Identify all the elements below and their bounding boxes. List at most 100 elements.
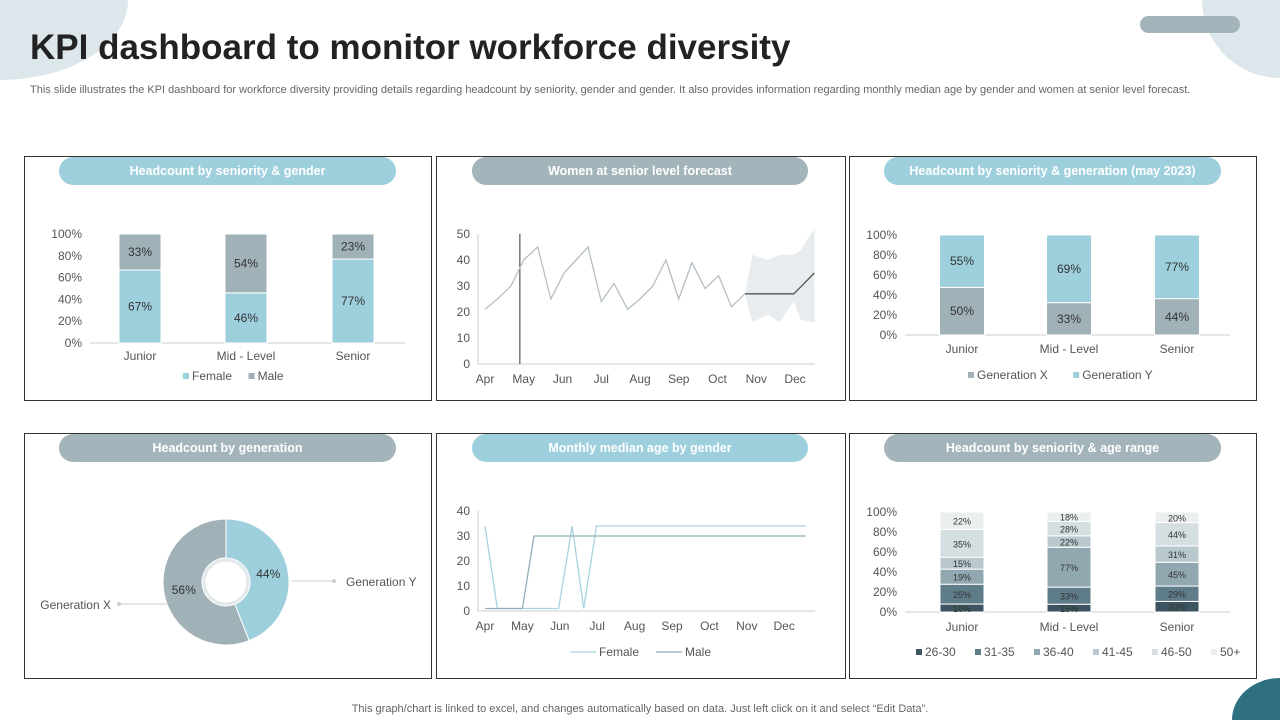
data-label: 19% (953, 573, 971, 583)
y-tick-label: 80% (873, 248, 897, 262)
data-label: 44% (1168, 530, 1186, 540)
y-tick-label: 100% (51, 227, 82, 241)
x-tick-label: Jul (594, 372, 609, 386)
x-tick-label: Mid - Level (1040, 342, 1099, 356)
x-tick-label: Senior (336, 349, 371, 363)
data-label: 20% (1168, 513, 1186, 523)
data-label: 54% (234, 256, 258, 270)
data-label: 33% (1060, 592, 1078, 602)
data-label: 23% (341, 240, 365, 254)
panel-median-age-gender[interactable] (436, 433, 846, 679)
legend-label: 31-35 (984, 645, 1015, 659)
donut-slice-generation-y (225, 518, 290, 642)
legend-label: 50+ (1220, 645, 1240, 659)
bar-segment-generation-x (939, 286, 985, 336)
x-tick-label: Mid - Level (217, 349, 276, 363)
leader-dot (332, 579, 336, 583)
y-tick-label: 50 (457, 227, 471, 241)
data-label: 77% (1060, 563, 1078, 573)
series-line-series-0 (484, 245, 746, 311)
data-label: 50% (950, 304, 974, 318)
x-tick-label: May (511, 619, 534, 633)
x-tick-label: Oct (708, 372, 727, 386)
x-tick-label: Senior (1160, 620, 1195, 634)
data-label: 22% (953, 517, 971, 527)
bar-segment-generation-y (1154, 234, 1200, 300)
slice-label: Generation Y (346, 575, 417, 589)
y-tick-label: 20 (457, 554, 471, 568)
x-tick-label: Nov (736, 619, 757, 633)
y-tick-label: 60% (58, 271, 82, 285)
panel-title: Women at senior level forecast (472, 157, 808, 185)
series-line-male (485, 535, 806, 610)
data-label: 77% (341, 294, 365, 308)
slice-label: Generation X (40, 598, 111, 612)
x-tick-label: Oct (700, 619, 719, 633)
y-tick-label: 80% (873, 525, 897, 539)
x-tick-label: Junior (124, 349, 157, 363)
y-tick-label: 20% (58, 314, 82, 328)
y-tick-label: 40% (873, 565, 897, 579)
y-tick-label: 0% (880, 328, 898, 342)
y-tick-label: 40% (58, 292, 82, 306)
x-tick-label: Apr (476, 619, 495, 633)
x-tick-label: Dec (784, 372, 805, 386)
x-tick-label: Jul (590, 619, 605, 633)
y-tick-label: 0 (463, 357, 470, 371)
panel-women-senior-forecast[interactable] (436, 156, 846, 401)
y-tick-label: 100% (866, 505, 897, 519)
panel-title: Headcount by generation (59, 434, 396, 462)
x-tick-label: Aug (629, 372, 650, 386)
bar-segment-female (331, 258, 375, 344)
y-tick-label: 40 (457, 504, 471, 518)
data-label: 33% (128, 245, 152, 259)
leader-dot (117, 602, 121, 606)
bar-segment-male (224, 233, 268, 294)
data-label: 28% (1060, 525, 1078, 535)
x-tick-label: Apr (476, 372, 495, 386)
data-label: 44% (256, 567, 280, 581)
data-label: 22% (1060, 538, 1078, 548)
legend-label: 46-50 (1161, 645, 1192, 659)
data-label: 18% (1060, 513, 1078, 523)
legend-swatch (248, 373, 255, 379)
bar-segment-female (118, 269, 162, 344)
data-label: 20% (1168, 603, 1186, 613)
y-tick-label: 20% (873, 308, 897, 322)
legend-swatch (968, 372, 974, 378)
x-tick-label: Sep (661, 619, 683, 633)
legend-swatch (1152, 649, 1158, 655)
y-tick-label: 0 (463, 604, 470, 618)
legend-label: Female (192, 369, 232, 383)
legend-swatch (1211, 649, 1217, 655)
data-label: 35% (953, 539, 971, 549)
panel-title: Headcount by seniority & generation (may… (884, 157, 1221, 185)
bar-segment-50- (939, 511, 985, 530)
legend-label: Generation X (977, 368, 1048, 382)
y-tick-label: 60% (873, 545, 897, 559)
page-title: KPI dashboard to monitor workforce diver… (30, 28, 791, 67)
data-label: 33% (1057, 312, 1081, 326)
bar-segment-generation-x (1046, 302, 1092, 336)
y-tick-label: 0% (65, 336, 83, 350)
legend-swatch (975, 649, 981, 655)
y-tick-label: 20% (873, 585, 897, 599)
panel-title: Headcount by seniority & age range (884, 434, 1221, 462)
y-tick-label: 20 (457, 305, 471, 319)
x-tick-label: Nov (746, 372, 767, 386)
data-label: 10% (953, 604, 971, 614)
legend-label: 26-30 (925, 645, 956, 659)
data-label: 55% (950, 254, 974, 268)
bar-segment-50- (1046, 511, 1092, 522)
x-tick-label: Jun (550, 619, 569, 633)
data-label: 31% (1168, 550, 1186, 560)
y-tick-label: 40% (873, 288, 897, 302)
page-subtitle: This slide illustrates the KPI dashboard… (30, 84, 1191, 96)
y-tick-label: 80% (58, 249, 82, 263)
legend-swatch (1034, 649, 1040, 655)
bar-segment-generation-y (1046, 234, 1092, 304)
x-tick-label: Mid - Level (1040, 620, 1099, 634)
decor-pill (1140, 16, 1240, 33)
data-label: 25% (953, 590, 971, 600)
legend-label: 36-40 (1043, 645, 1074, 659)
